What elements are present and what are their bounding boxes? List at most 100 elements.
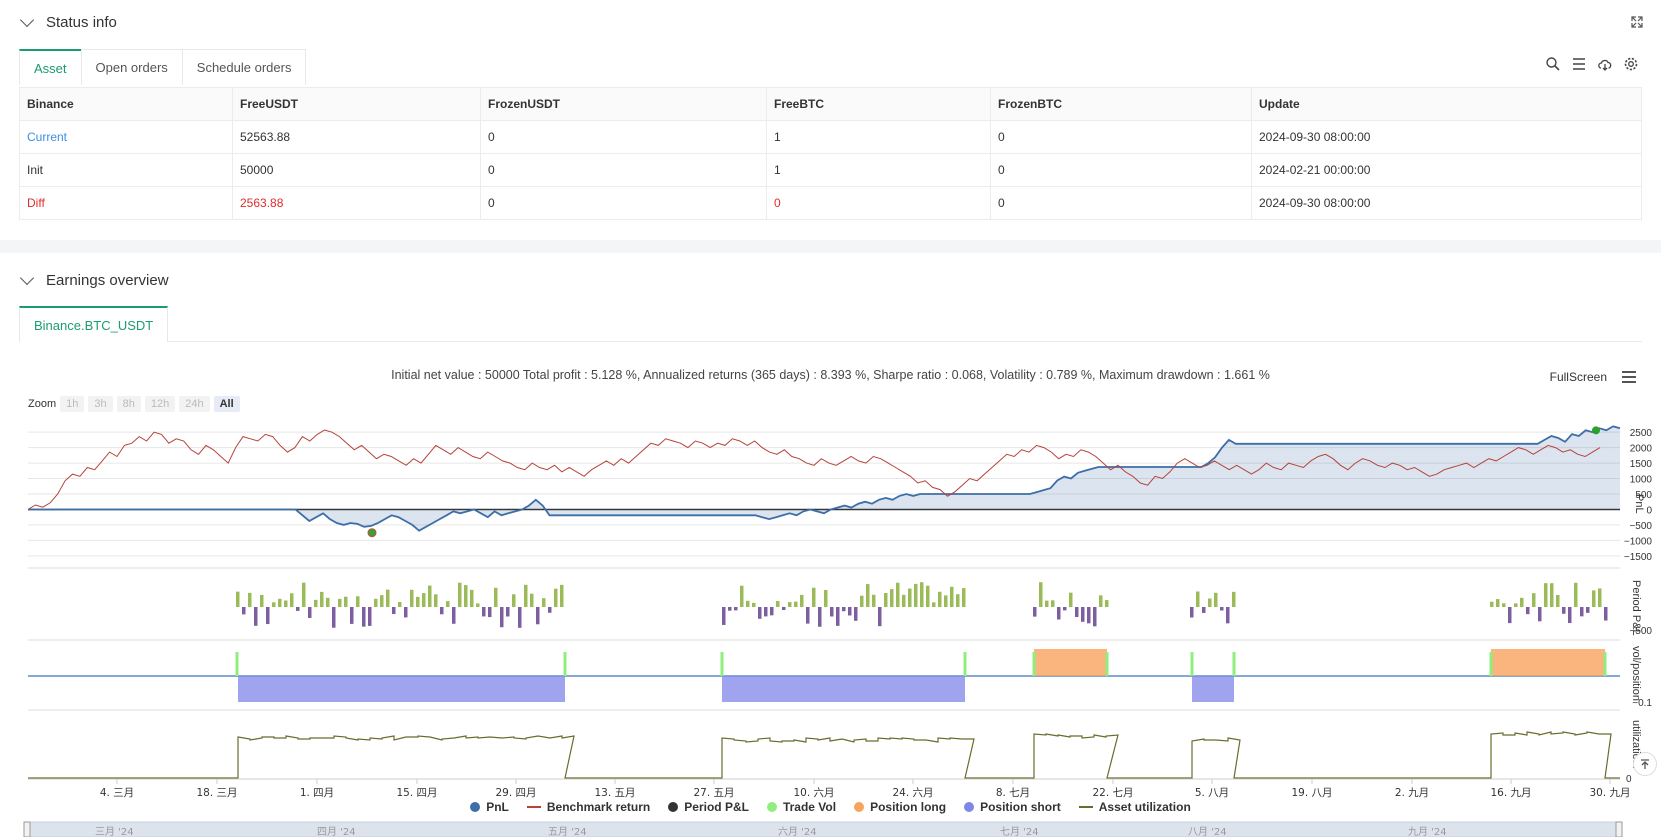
position-short-block (1192, 676, 1234, 702)
cell: 1 (766, 153, 991, 187)
x-tick-label: 13. 五月 (594, 787, 635, 799)
period-bar (1099, 595, 1103, 607)
x-tick-label: 1. 四月 (300, 787, 334, 799)
x-tick-label: 30. 九月 (1589, 787, 1630, 799)
scroll-top-button[interactable] (1633, 752, 1657, 776)
period-tick-label: −500 (1629, 626, 1652, 637)
period-bar (1568, 607, 1572, 624)
zoom-8h-button[interactable]: 8h (116, 396, 141, 412)
zoom-all-button[interactable]: All (213, 396, 240, 412)
pnl-tick-label: −1500 (1624, 552, 1653, 563)
period-axis-label: Period P&L (1630, 580, 1642, 636)
period-bar (554, 588, 558, 607)
trade-vol-bar (1232, 652, 1236, 676)
period-bar (320, 591, 324, 607)
pnl-tick-label: 2000 (1630, 444, 1653, 455)
chevron-down-icon[interactable] (19, 270, 35, 286)
cloud-download-icon[interactable] (1597, 56, 1613, 72)
x-tick-label: 2. 九月 (1395, 787, 1429, 799)
tab-asset[interactable]: Asset (19, 49, 82, 85)
menu-icon[interactable] (1621, 370, 1637, 384)
period-bar (1604, 607, 1608, 621)
status-header[interactable]: Status info (18, 10, 117, 34)
zoom-1h-button[interactable]: 1h (60, 396, 85, 412)
navigator-tick-label: 七月 '24 (1000, 826, 1039, 837)
legend-position-short[interactable]: Position short (964, 800, 1061, 814)
position-short-block (238, 676, 565, 702)
navigator-tick-label: 三月 '24 (95, 826, 134, 837)
navigator-handle-left (23, 821, 31, 837)
search-icon[interactable] (1545, 56, 1561, 72)
period-bar (1087, 607, 1091, 624)
col-update: Update (1251, 87, 1642, 121)
legend-position-long[interactable]: Position long (854, 800, 946, 814)
period-bar (536, 607, 540, 625)
tab-schedule-orders[interactable]: Schedule orders (181, 49, 307, 85)
period-bar (368, 607, 372, 626)
period-bar (524, 584, 528, 607)
legend-asset-utilization[interactable]: Asset utilization (1078, 800, 1191, 814)
period-bar (392, 607, 396, 615)
zoom-24h-button[interactable]: 24h (179, 396, 210, 412)
table-row: Current 52563.88 0 1 0 2024-09-30 08:00:… (19, 120, 1642, 154)
zoom-3h-button[interactable]: 3h (88, 396, 113, 412)
period-bar (1208, 598, 1212, 607)
period-bar (788, 602, 792, 607)
period-bar (830, 607, 834, 617)
navigator-tick-label: 六月 '24 (778, 826, 817, 837)
trade-vol-bar (1190, 652, 1194, 676)
legend-trade-vol[interactable]: Trade Vol (766, 800, 836, 814)
tab-open-orders[interactable]: Open orders (80, 49, 183, 85)
zoom-12h-button[interactable]: 12h (144, 396, 176, 412)
pnl-tick-label: 1000 (1630, 475, 1653, 486)
fullscreen-button[interactable]: FullScreen (1549, 370, 1607, 384)
period-bar (1069, 592, 1073, 607)
position-long-block (1034, 649, 1107, 676)
cell: 0 (480, 120, 767, 154)
period-bar (1526, 607, 1530, 615)
period-bar (860, 595, 864, 607)
row-label-current[interactable]: Current (19, 120, 233, 154)
period-bar (494, 587, 498, 607)
period-bar (482, 607, 486, 617)
list-icon[interactable] (1571, 56, 1587, 72)
tab-binance-btc-usdt[interactable]: Binance.BTC_USDT (19, 306, 169, 342)
period-bar (746, 600, 750, 607)
period-bar (1232, 591, 1236, 607)
period-bar (728, 607, 732, 611)
trade-vol-bar (963, 652, 967, 676)
period-bar (374, 598, 378, 607)
period-bar (1075, 607, 1079, 618)
period-bar (1538, 607, 1542, 622)
earnings-tabs: Binance.BTC_USDT (19, 306, 1642, 342)
legend-benchmark[interactable]: Benchmark return (526, 800, 650, 814)
col-freebtc: FreeBTC (766, 87, 991, 121)
x-tick-label: 18. 三月 (196, 787, 237, 799)
period-bar (740, 585, 744, 607)
period-bar (356, 596, 360, 607)
period-bar (1105, 600, 1109, 607)
period-bar (872, 594, 876, 607)
legend-period-pnl[interactable]: Period P&L (668, 800, 749, 814)
legend-pnl[interactable]: PnL (470, 800, 509, 814)
period-bar (488, 607, 492, 618)
period-bar (272, 602, 276, 607)
period-bar (1598, 588, 1602, 607)
period-bar (350, 607, 354, 624)
row-label-init: Init (19, 153, 233, 187)
period-bar (1532, 593, 1536, 607)
x-tick-label: 19. 八月 (1291, 787, 1332, 799)
period-bar (260, 594, 264, 607)
cell: 2024-09-30 08:00:00 (1251, 186, 1642, 220)
chevron-down-icon[interactable] (19, 12, 35, 28)
period-bar (1502, 603, 1506, 607)
period-bar (1514, 603, 1518, 607)
earnings-header[interactable]: Earnings overview (18, 268, 169, 292)
gear-icon[interactable] (1623, 56, 1639, 72)
cell: 1 (766, 120, 991, 154)
earnings-chart[interactable]: 2500 2000 1500 1000 500 0 −500 −1000 −1500 PnL −50… (0, 420, 1661, 837)
x-tick-label: 16. 九月 (1490, 787, 1531, 799)
period-bar (1045, 600, 1049, 607)
collapse-icon[interactable] (1631, 16, 1643, 28)
period-bar (302, 582, 306, 607)
